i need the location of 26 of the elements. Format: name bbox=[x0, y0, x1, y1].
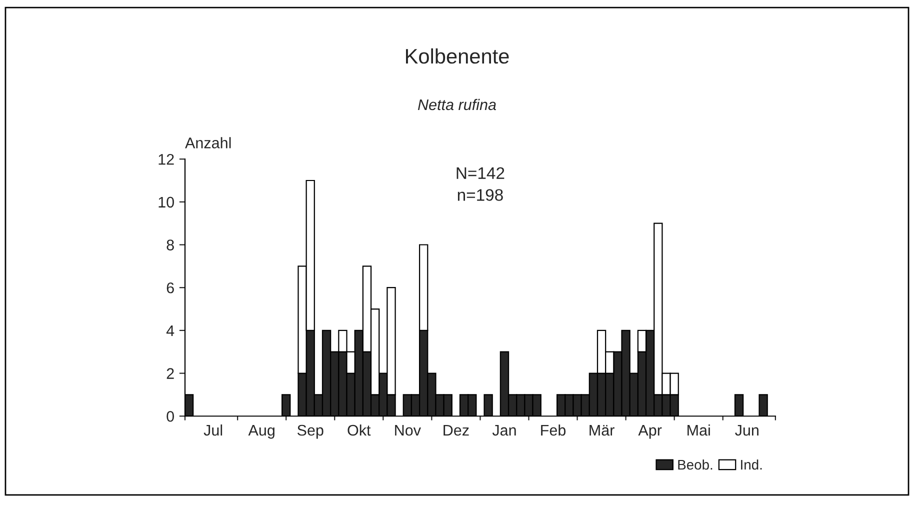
legend-label: Beob. bbox=[678, 459, 712, 470]
x-tick-label: Nov bbox=[395, 425, 421, 436]
y-axis-title: Anzahl bbox=[185, 137, 231, 148]
x-tick-label: Okt bbox=[348, 424, 371, 436]
x-tick-label: Sep bbox=[297, 424, 324, 439]
y-tick-label: 12 bbox=[158, 154, 174, 165]
y-tick-label: 0 bbox=[166, 410, 174, 422]
x-tick-label: Jun bbox=[735, 425, 758, 436]
chart-subtitle: Netta rufina bbox=[418, 98, 496, 110]
annotation: n=198 bbox=[458, 189, 503, 201]
x-tick-label: Jan bbox=[492, 425, 516, 436]
x-tick-label: Dez bbox=[444, 425, 469, 436]
y-tick-label: 6 bbox=[166, 282, 174, 294]
x-tick-label: Feb bbox=[541, 424, 566, 436]
x-tick-label: Mai bbox=[688, 424, 710, 436]
x-tick-label: Aug bbox=[248, 425, 274, 439]
y-tick-label: 4 bbox=[166, 325, 174, 336]
x-tick-label: Jul bbox=[204, 424, 222, 436]
y-tick-label: 10 bbox=[158, 196, 174, 208]
x-tick-label: Mär bbox=[590, 425, 614, 436]
legend-label: Ind. bbox=[741, 459, 762, 470]
chart-title: Kolbenente bbox=[406, 48, 509, 64]
y-tick-label: 8 bbox=[166, 240, 174, 250]
annotation: N=142 bbox=[456, 167, 504, 179]
y-tick-label: 2 bbox=[166, 368, 174, 379]
x-tick-label: Apr bbox=[638, 425, 662, 439]
